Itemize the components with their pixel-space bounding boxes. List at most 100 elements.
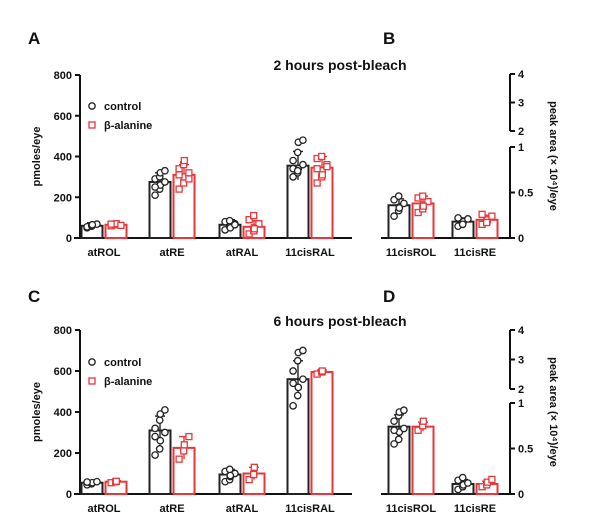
x-tick-label-C-atRAL: atRAL [226,503,259,515]
point-A-atRE-β-alanine [175,171,183,179]
y-axis-label-D: peak area (× 10⁴)/eye [547,357,559,467]
point-C-atRE-β-alanine [180,447,188,455]
point-A-atRAL-β-alanine [250,225,258,233]
y-tick-label-upper-D-3: 3 [518,355,524,367]
legend-label-C-control: control [104,357,141,369]
point-B-11cisROL-control [390,212,398,221]
x-tick-label-D-11cisROL: 11cisROL [386,503,436,515]
panel-letter-D: D [383,287,395,306]
y-axis-label-A: pmoles/eye [31,127,43,187]
point-A-11cisRAL-control [293,166,302,175]
point-C-11cisRAL-control [293,356,302,365]
point-A-11cisRAL-β-alanine [313,179,321,187]
point-B-11cisRE-β-alanine [488,212,496,220]
x-tick-label-C-atROL: atROL [88,503,121,515]
legend-label-A-control: control [104,101,141,113]
point-B-11cisROL-control [394,192,403,200]
panel-letter-B: B [383,29,395,48]
point-C-atRE-control [151,432,159,441]
point-C-atRE-control [151,424,159,433]
legend-marker-C-β-alanine [88,377,96,385]
y-tick-label-A-0: 0 [66,233,72,245]
y-tick-label-lower-B-0: 0 [518,233,524,245]
legend-marker-C-control [88,358,96,366]
point-B-11cisROL-control [400,199,408,208]
y-tick-label-upper-B-2: 2 [518,126,524,138]
y-axis-label-B: peak area (× 10⁴)/eye [547,101,559,211]
point-A-atRE-control [161,166,169,175]
y-tick-label-lower-B-1: 1 [518,142,524,154]
point-C-11cisRAL-control [294,383,303,392]
point-A-11cisRAL-control [299,160,307,169]
point-C-atRE-control [155,416,164,425]
point-C-atRE-control [155,445,164,453]
point-C-atRE-β-alanine [180,441,188,449]
x-tick-label-C-atRE: atRE [159,503,184,515]
point-A-11cisRAL-β-alanine [318,171,326,179]
point-C-atRAL-β-alanine [245,475,253,484]
point-C-11cisRAL-control [289,401,297,410]
point-A-atRAL-β-alanine [255,220,263,228]
point-C-atRAL-control [225,465,234,474]
y-tick-label-upper-D-4: 4 [518,325,525,337]
bar-D-11cisROL-β-alanine [411,425,435,495]
point-A-11cisRAL-β-alanine [323,163,331,171]
point-A-11cisRAL-control [299,136,307,145]
point-A-atRE-control [161,178,169,186]
point-D-11cisROL-β-alanine [419,417,427,425]
point-A-atRE-β-alanine [180,156,188,165]
x-tick-label-A-atROL: atROL [88,247,121,259]
point-D-11cisROL-control [390,426,398,435]
point-A-atRAL-β-alanine [250,211,258,220]
y-tick-label-A-600: 600 [54,111,72,123]
chart-title-C: 6 hours post-bleach [273,313,406,329]
point-A-atRE-β-alanine [185,175,193,183]
point-A-11cisRAL-control [289,156,297,165]
y-tick-label-upper-D-2: 2 [518,384,524,396]
y-axis-label-C: pmoles/eye [31,382,43,442]
point-B-11cisROL-β-alanine [419,192,427,200]
point-D-11cisROL-control [394,435,403,444]
point-C-atROL-control [93,477,101,486]
y-tick-label-C-600: 600 [54,366,72,378]
point-C-11cisRAL-control [293,391,302,400]
point-C-11cisRAL-control [299,375,307,384]
point-D-11cisRE-control [464,479,472,487]
point-A-atRE-β-alanine [175,185,183,193]
point-C-atRE-β-alanine [175,455,183,463]
x-tick-label-A-atRE: atRE [159,247,184,259]
point-C-atRE-control [156,436,165,445]
point-C-atRE-β-alanine [185,432,193,441]
point-C-atRE-control [151,451,159,459]
point-A-atROL-control [88,220,97,229]
y-tick-label-A-200: 200 [54,192,72,204]
point-C-11cisRAL-β-alanine [318,367,326,375]
y-tick-label-A-800: 800 [54,70,72,82]
y-tick-label-lower-D-0.5: 0.5 [518,444,533,456]
point-B-11cisROL-β-alanine [424,197,432,206]
point-A-atROL-β-alanine [107,220,115,228]
legend-label-A-β-alanine: β-alanine [104,120,152,132]
point-C-11cisRAL-control [289,367,297,375]
x-tick-label-B-11cisROL: 11cisROL [386,247,436,259]
x-tick-label-A-11cisRAL: 11cisRAL [285,247,335,259]
point-B-11cisROL-control [395,204,404,212]
point-B-11cisRE-control [458,220,467,229]
point-A-atRAL-β-alanine [245,216,253,224]
point-C-11cisRAL-control [289,379,297,388]
point-A-11cisRAL-β-alanine [313,165,321,173]
point-C-atRE-control [161,428,169,437]
point-D-11cisROL-control [400,424,408,433]
point-C-atROL-control [83,478,91,486]
y-tick-label-upper-B-3: 3 [518,98,524,110]
point-D-11cisROL-control [400,406,408,415]
panel-letter-C: C [28,287,40,306]
point-C-atROL-β-alanine [112,477,120,485]
legend-label-C-β-alanine: β-alanine [104,376,152,388]
point-C-atRE-control [161,406,169,414]
y-tick-label-lower-D-1: 1 [518,398,524,410]
point-C-atRAL-β-alanine [250,470,258,479]
legend-marker-A-β-alanine [88,121,96,129]
point-D-11cisROL-β-alanine [414,426,422,434]
